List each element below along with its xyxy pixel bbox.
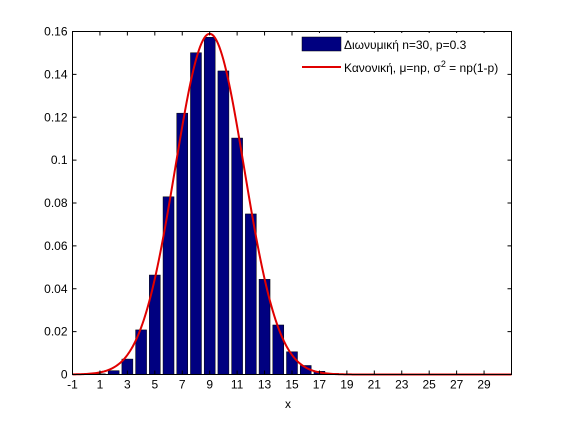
bar-12 (245, 214, 256, 375)
y-tick-label: 0 (61, 368, 68, 382)
y-tick-label: 0.12 (44, 110, 68, 124)
x-tick-label: 29 (477, 378, 491, 392)
bar-8 (190, 53, 201, 375)
y-tick-label: 0.16 (44, 25, 68, 39)
x-tick-label: 17 (313, 378, 327, 392)
legend-bar-swatch (302, 37, 341, 51)
bar-6 (163, 197, 174, 375)
bar-2 (108, 371, 119, 375)
legend-line-label-suffix: = np(1-p) (446, 61, 498, 75)
x-tick-label: 13 (258, 378, 272, 392)
y-tick-label: 0.06 (44, 239, 68, 253)
plot-area (73, 32, 512, 375)
legend-bar-label: Διωνυμική n=30, p=0.3 (344, 38, 467, 52)
legend: Διωνυμική n=30, p=0.3 Κανονική, μ=np, σ2… (297, 34, 507, 80)
x-axis-label: x (285, 397, 291, 411)
y-tick-label: 0.1 (51, 153, 68, 167)
x-tick-label: 7 (179, 378, 186, 392)
x-tick-label: 9 (206, 378, 213, 392)
bar-11 (232, 138, 243, 374)
bar-9 (204, 37, 215, 374)
bar-10 (218, 71, 229, 375)
legend-line-label-prefix: Κανονική, μ=np, σ (344, 61, 441, 75)
y-tick-label: 0.14 (44, 67, 68, 81)
bar-5 (149, 275, 160, 374)
x-tick-label: 11 (231, 378, 244, 392)
y-tick-label: 0.02 (44, 325, 68, 339)
x-tick-label: 23 (395, 378, 409, 392)
x-tick-label: 1 (97, 378, 104, 392)
legend-line-label: Κανονική, μ=np, σ2 = np(1-p) (344, 59, 498, 75)
x-tick-label: 19 (340, 378, 354, 392)
x-tick-label: 21 (368, 378, 382, 392)
y-tick-label: 0.04 (44, 282, 68, 296)
x-tick-label: 3 (124, 378, 131, 392)
x-tick-label: 15 (285, 378, 299, 392)
x-tick-label: 27 (450, 378, 464, 392)
y-tick-label: 0.08 (44, 196, 68, 210)
bar-14 (273, 325, 284, 375)
x-tick-label: 25 (423, 378, 437, 392)
x-tick-label: -1 (67, 378, 78, 392)
x-tick-label: 5 (151, 378, 158, 392)
